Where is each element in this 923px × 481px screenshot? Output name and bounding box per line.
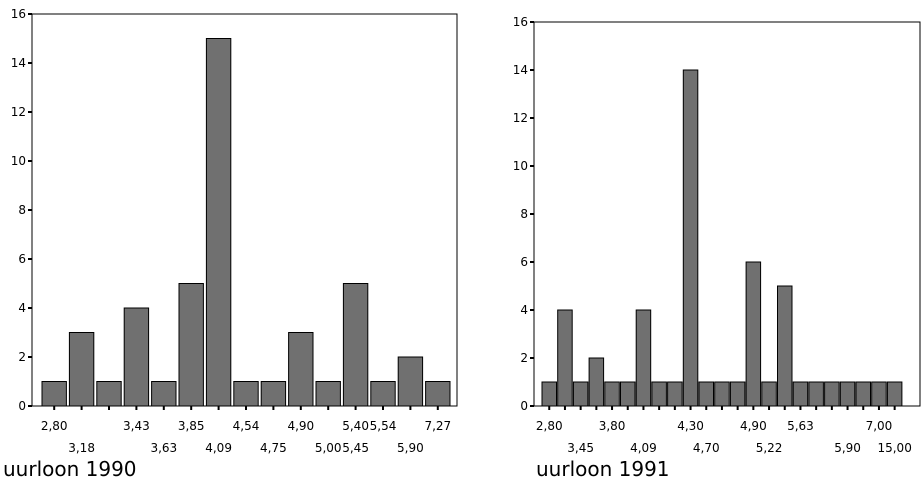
y-tick-label: 16 — [11, 7, 26, 21]
x-tick-label: 3,80 — [599, 419, 626, 433]
x-tick-label: 4,09 — [205, 441, 232, 455]
histogram-bar — [233, 381, 259, 407]
x-axis-title: uurloon 1991 — [536, 457, 670, 481]
x-tick-label: 4,90 — [740, 419, 767, 433]
histogram-bar — [68, 332, 95, 407]
y-tick-label: 8 — [520, 207, 528, 221]
histogram-bar — [151, 381, 177, 407]
x-tick-label: 5,45 — [342, 441, 369, 455]
histogram-1990: 0 2 4 6 8 10 12 14 16 2,80 3,43 3,85 4,54 4,90 5,40 5,5… — [3, 7, 458, 481]
x-tick-label: 3,85 — [178, 419, 205, 433]
x-tick-label: 5,40 — [342, 419, 369, 433]
y-tick-label: 12 — [11, 105, 26, 119]
y-tick-label: 16 — [513, 15, 528, 29]
histogram-bar — [714, 381, 730, 407]
histogram-bar — [698, 381, 714, 407]
y-tick-label: 4 — [18, 301, 26, 315]
histogram-bar — [651, 381, 667, 407]
histogram-bar — [397, 356, 424, 407]
histogram-bar — [123, 307, 150, 407]
histogram-bar — [288, 332, 314, 407]
plot-frame — [31, 13, 458, 407]
histogram-bar — [588, 357, 605, 407]
histogram-bar — [178, 283, 204, 407]
histogram-bar — [729, 381, 746, 407]
x-tick-label: 5,22 — [756, 441, 783, 455]
histogram-bar — [620, 381, 636, 407]
x-tick-label: 3,63 — [150, 441, 177, 455]
histogram-bar — [682, 69, 699, 407]
y-tick-label: 0 — [18, 399, 26, 413]
y-tick-label: 14 — [11, 56, 26, 70]
histogram-bar — [315, 381, 341, 407]
plot-frame — [533, 21, 921, 407]
histogram-bar — [871, 381, 887, 407]
y-tick-label: 10 — [11, 154, 26, 168]
histogram-bar — [205, 38, 232, 407]
x-tick-label: 5,63 — [787, 419, 814, 433]
histogram-bar — [557, 309, 573, 407]
y-tick-label: 6 — [18, 252, 26, 266]
x-tick-label: 5,00 — [315, 441, 342, 455]
histogram-bar — [824, 381, 840, 407]
histogram-bar — [667, 381, 683, 407]
x-tick-label: 4,30 — [677, 419, 704, 433]
histogram-1991: 0 2 4 6 8 10 12 14 16 2,80 3,80 4,30 4,90 5,63 7,00 3,4… — [513, 15, 921, 481]
x-tick-label: 4,70 — [693, 441, 720, 455]
x-tick-label: 5,90 — [834, 441, 861, 455]
y-tick-label: 10 — [513, 159, 528, 173]
x-tick-label: 4,09 — [630, 441, 657, 455]
histogram-bar — [572, 381, 589, 407]
x-tick-label: 5,90 — [397, 441, 424, 455]
histogram-bar — [792, 381, 809, 407]
x-tick-label: 2,80 — [41, 419, 68, 433]
y-tick-label: 14 — [513, 63, 528, 77]
y-tick-label: 2 — [18, 350, 26, 364]
x-tick-label: 5,54 — [370, 419, 397, 433]
x-tick-label: 2,80 — [536, 419, 563, 433]
histogram-bar — [342, 283, 369, 407]
x-tick-label: 7,27 — [424, 419, 451, 433]
histogram-bar — [777, 285, 793, 407]
y-tick-label: 12 — [513, 111, 528, 125]
x-tick-label: 4,75 — [260, 441, 287, 455]
x-axis-title: uurloon 1990 — [3, 457, 137, 481]
x-tick-label: 4,90 — [287, 419, 314, 433]
histogram-bar — [370, 381, 396, 407]
y-tick-label: 8 — [18, 203, 26, 217]
y-tick-label: 0 — [520, 399, 528, 413]
x-tick-label: 3,43 — [123, 419, 150, 433]
y-tick-label: 4 — [520, 303, 528, 317]
histogram-bar — [855, 381, 871, 407]
histogram-bar — [260, 381, 287, 407]
histogram-bar — [839, 381, 856, 407]
x-tick-label: 3,18 — [68, 441, 95, 455]
y-tick-label: 2 — [520, 351, 528, 365]
histogram-bar — [808, 381, 824, 407]
x-tick-label: 7,00 — [866, 419, 893, 433]
histogram-bar — [96, 381, 122, 407]
x-tick-label: 4,54 — [233, 419, 260, 433]
x-tick-label: 15,00 — [877, 441, 911, 455]
histogram-bar — [761, 381, 777, 407]
histogram-bar — [425, 381, 451, 407]
histogram-bar — [604, 381, 620, 407]
histogram-bar — [635, 309, 652, 407]
histogram-bar — [886, 381, 903, 407]
y-tick-label: 6 — [520, 255, 528, 269]
histogram-bar — [541, 381, 557, 407]
histogram-bar — [745, 261, 762, 407]
x-tick-label: 3,45 — [567, 441, 594, 455]
histogram-bar — [41, 381, 67, 407]
